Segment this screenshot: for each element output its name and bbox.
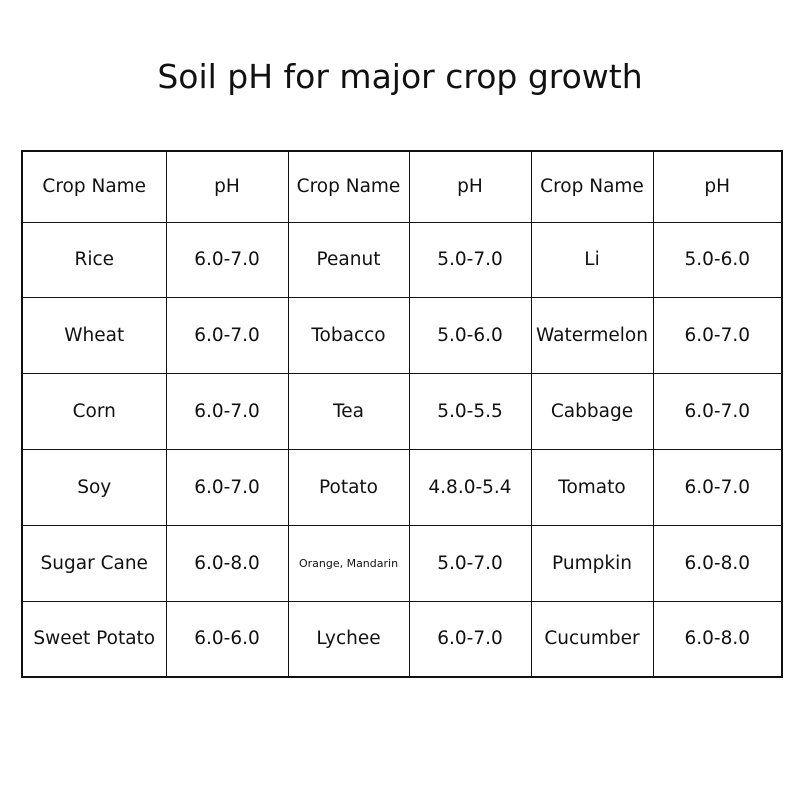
header-ph: pH: [652, 150, 783, 223]
crop-name-cell: Rice: [21, 221, 167, 299]
table-row: Sugar Cane 6.0-8.0 Orange, Mandarin 5.0-…: [21, 524, 783, 602]
ph-cell: 5.0-7.0: [408, 221, 532, 299]
header-ph: pH: [408, 150, 532, 223]
ph-cell: 6.0-7.0: [165, 221, 289, 299]
header-ph: pH: [165, 150, 289, 223]
table-row: Sweet Potato 6.0-6.0 Lychee 6.0-7.0 Cucu…: [21, 600, 783, 678]
ph-cell: 6.0-7.0: [408, 600, 532, 678]
crop-name-cell: Sugar Cane: [21, 524, 167, 602]
table-row: Rice 6.0-7.0 Peanut 5.0-7.0 Li 5.0-6.0: [21, 221, 783, 299]
ph-cell: 6.0-7.0: [652, 448, 783, 526]
crop-name-cell: Orange, Mandarin: [287, 524, 410, 602]
crop-ph-table: Crop Name pH Crop Name pH Crop Name pH R…: [21, 150, 783, 678]
crop-name-cell: Peanut: [287, 221, 410, 299]
crop-name-cell: Pumpkin: [530, 524, 654, 602]
page-title: Soil pH for major crop growth: [157, 57, 643, 96]
crop-name-cell: Tea: [287, 373, 410, 450]
crop-name-cell: Cabbage: [530, 373, 654, 450]
ph-cell: 6.0-6.0: [165, 600, 289, 678]
crop-name-cell: Lychee: [287, 600, 410, 678]
table-header-row: Crop Name pH Crop Name pH Crop Name pH: [21, 150, 783, 223]
table-row: Soy 6.0-7.0 Potato 4.8.0-5.4 Tomato 6.0-…: [21, 448, 783, 526]
crop-name-cell: Potato: [287, 448, 410, 526]
ph-cell: 5.0-6.0: [408, 297, 532, 375]
table-row: Wheat 6.0-7.0 Tobacco 5.0-6.0 Watermelon…: [21, 297, 783, 375]
ph-cell: 5.0-7.0: [408, 524, 532, 602]
crop-name-cell: Tomato: [530, 448, 654, 526]
ph-cell: 6.0-7.0: [652, 373, 783, 450]
ph-cell: 4.8.0-5.4: [408, 448, 532, 526]
ph-cell: 6.0-8.0: [652, 600, 783, 678]
ph-cell: 6.0-8.0: [165, 524, 289, 602]
crop-name-cell: Tobacco: [287, 297, 410, 375]
crop-name-cell: Li: [530, 221, 654, 299]
crop-name-cell: Wheat: [21, 297, 167, 375]
header-crop-name: Crop Name: [287, 150, 410, 223]
header-crop-name: Crop Name: [21, 150, 167, 223]
crop-name-cell: Soy: [21, 448, 167, 526]
ph-cell: 6.0-7.0: [165, 297, 289, 375]
crop-name-cell: Cucumber: [530, 600, 654, 678]
ph-cell: 5.0-5.5: [408, 373, 532, 450]
ph-cell: 6.0-7.0: [165, 373, 289, 450]
ph-cell: 6.0-8.0: [652, 524, 783, 602]
ph-cell: 5.0-6.0: [652, 221, 783, 299]
header-crop-name: Crop Name: [530, 150, 654, 223]
table-row: Corn 6.0-7.0 Tea 5.0-5.5 Cabbage 6.0-7.0: [21, 373, 783, 450]
crop-name-cell: Watermelon: [530, 297, 654, 375]
crop-name-cell: Sweet Potato: [21, 600, 167, 678]
ph-cell: 6.0-7.0: [652, 297, 783, 375]
ph-cell: 6.0-7.0: [165, 448, 289, 526]
crop-name-cell: Corn: [21, 373, 167, 450]
